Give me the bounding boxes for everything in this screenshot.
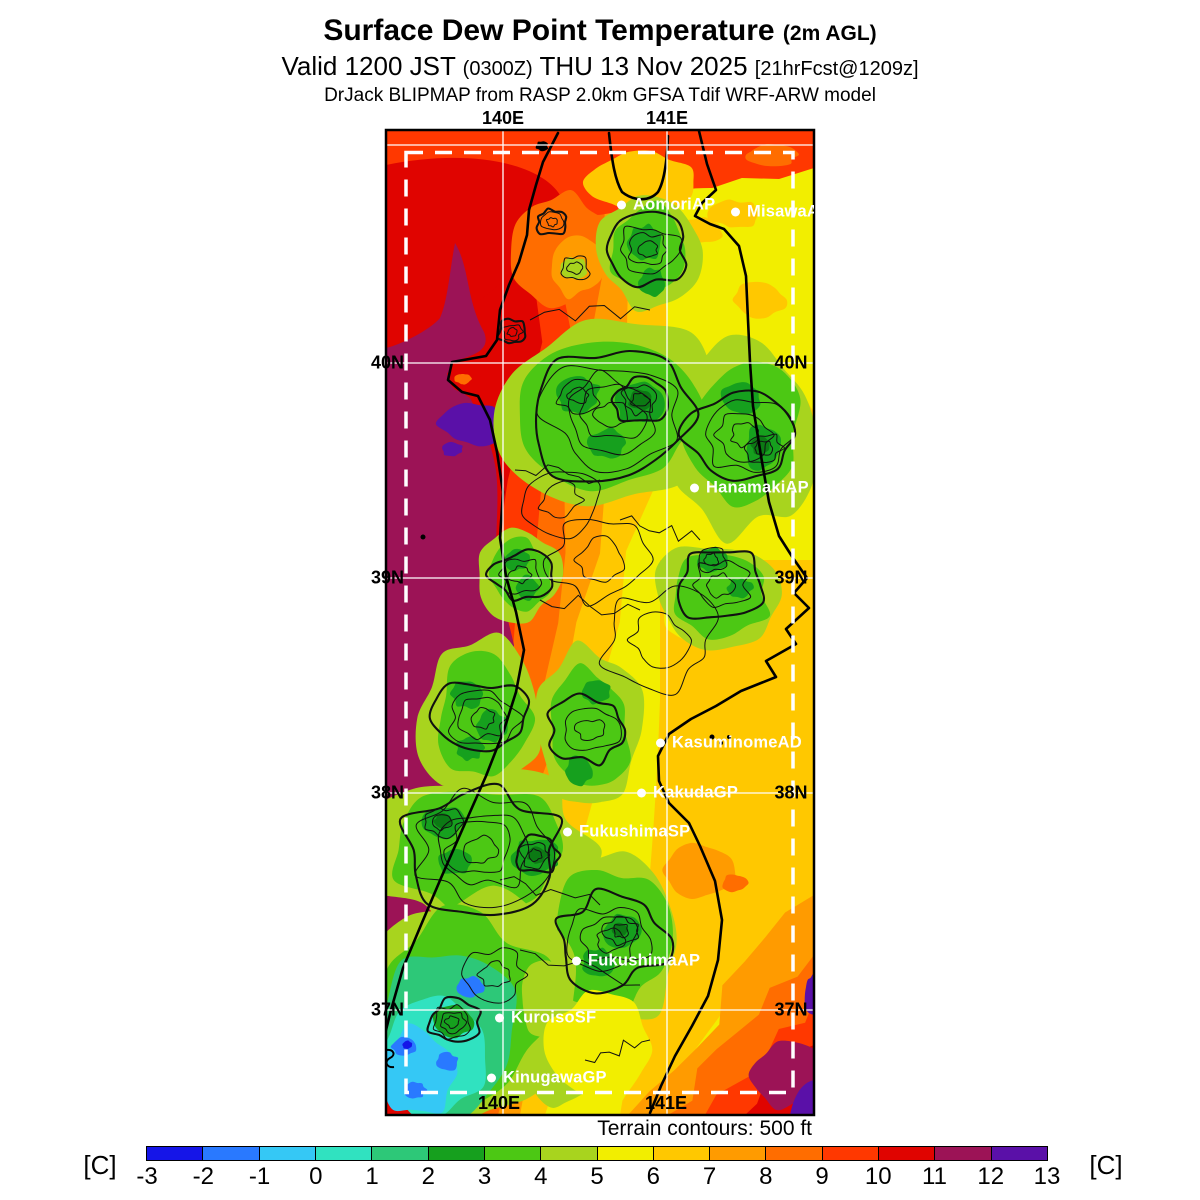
- valid-line: Valid 1200 JST (0300Z) THU 13 Nov 2025 […: [0, 51, 1200, 84]
- colorbar-segment: [203, 1147, 260, 1160]
- axis-label-left-37N: 37N: [370, 999, 404, 1020]
- colorbar-segment: [484, 1147, 542, 1160]
- colorbar-tick-3: 3: [477, 1163, 492, 1190]
- colorbar-tick-4: 4: [534, 1163, 548, 1190]
- terrain-note: Terrain contours: 500 ft: [597, 1117, 812, 1140]
- valid-utc: (0300Z): [462, 58, 533, 80]
- model-line: DrJack BLIPMAP from RASP 2.0km GFSA Tdif…: [324, 85, 876, 106]
- valid-date: THU 13 Nov 2025: [539, 51, 748, 81]
- colorbar-unit-right: [C]: [1089, 1150, 1123, 1180]
- title-main: Surface Dew Point Temperature: [323, 14, 775, 47]
- colorbar-segment: [541, 1147, 598, 1160]
- colorbar-segment: [766, 1147, 823, 1160]
- axis-label-bottom-140E: 140E: [477, 1093, 521, 1113]
- header: Surface Dew Point Temperature (2m AGL) V…: [0, 14, 1200, 107]
- colorbar-segment: [315, 1147, 373, 1160]
- colorbar-tick-11: 11: [922, 1163, 947, 1190]
- axis-label-top-141E: 141E: [645, 108, 689, 128]
- colorbar-segment: [372, 1147, 429, 1160]
- colorbar-segment: [597, 1147, 654, 1160]
- axis-label-right-39N: 39N: [774, 567, 808, 588]
- dewpoint-field: [386, 130, 814, 1115]
- colorbar-segment: [259, 1147, 316, 1160]
- colorbar-tick-6: 6: [646, 1163, 660, 1190]
- title-suffix: (2m AGL): [782, 22, 877, 45]
- page-title: Surface Dew Point Temperature (2m AGL): [0, 14, 1200, 51]
- colorbar-tick-2: 2: [421, 1163, 435, 1190]
- colorbar-tick--1: -1: [248, 1163, 271, 1190]
- axis-label-left-40N: 40N: [370, 352, 404, 373]
- colorbar-tick-1: 1: [365, 1163, 379, 1190]
- colorbar-tick-13: 13: [1033, 1163, 1061, 1190]
- axis-label-top-140E: 140E: [481, 108, 525, 128]
- colorbar-tick-10: 10: [864, 1163, 892, 1190]
- domain-boundary: [404, 150, 795, 1095]
- colorbar-segment: [428, 1147, 485, 1160]
- colorbar-segment: [879, 1147, 936, 1160]
- colorbar-segment: [822, 1147, 880, 1160]
- axis-label-left-38N: 38N: [370, 782, 404, 803]
- valid-forecast: [21hrFcst@1209z]: [754, 58, 919, 80]
- colorbar-tick--3: -3: [136, 1163, 158, 1190]
- colorbar-tick-12: 12: [977, 1163, 1005, 1190]
- colorbar-segment: [935, 1147, 992, 1160]
- map-frame: [384, 128, 816, 1117]
- colorbar-tick-5: 5: [590, 1163, 604, 1190]
- axis-label-right-38N: 38N: [774, 782, 808, 803]
- colorbar-tick--2: -2: [192, 1163, 214, 1190]
- axis-label-bottom-141E: 141E: [644, 1093, 688, 1113]
- axis-label-left-39N: 39N: [370, 567, 404, 588]
- colorbar-tick-7: 7: [702, 1163, 717, 1190]
- colorbar: [146, 1146, 1048, 1161]
- colorbar-tick-0: 0: [309, 1163, 323, 1190]
- colorbar-tick-8: 8: [759, 1163, 773, 1190]
- colorbar-segment: [147, 1147, 204, 1160]
- axis-label-right-37N: 37N: [774, 999, 808, 1020]
- colorbar-segment: [653, 1147, 711, 1160]
- axis-label-right-40N: 40N: [774, 352, 808, 373]
- colorbar-segment: [710, 1147, 767, 1160]
- colorbar-tick-9: 9: [815, 1163, 829, 1190]
- colorbar-unit-left: [C]: [83, 1150, 117, 1180]
- valid-prefix: Valid 1200 JST: [281, 51, 456, 81]
- colorbar-segment: [991, 1147, 1047, 1160]
